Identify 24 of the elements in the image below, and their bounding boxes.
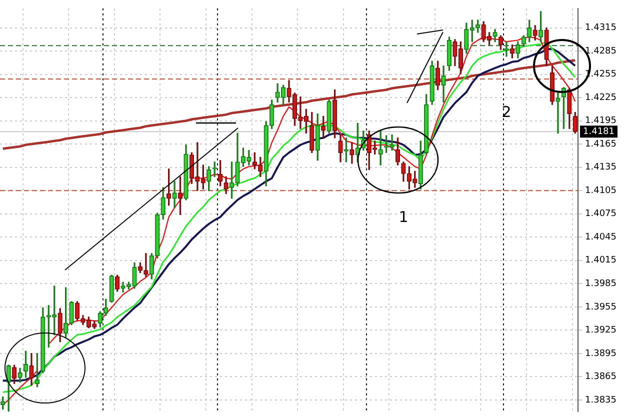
y-tick-label: 1.3895 xyxy=(585,348,616,359)
y-tick-label: 1.3865 xyxy=(585,372,616,382)
y-tick-label: 1.4015 xyxy=(585,256,616,266)
candlestick xyxy=(504,41,509,57)
y-tick-label: 1.3925 xyxy=(585,326,616,336)
y-tick-label: 1.4165 xyxy=(585,139,616,150)
y-tick-label: 1.4195 xyxy=(585,116,616,126)
y-tick-label: 1.3835 xyxy=(585,395,616,406)
candlestick xyxy=(144,253,148,278)
candlestick xyxy=(172,180,177,208)
y-tick-label: 1.4075 xyxy=(585,209,616,220)
y-tick-label: 1.4135 xyxy=(585,162,616,173)
y-tick-label: 1.4045 xyxy=(585,232,616,242)
ref-line-label: 1.4181 xyxy=(583,127,614,138)
y-tick-label: 1.4285 xyxy=(585,46,616,56)
annotation: 2 xyxy=(502,103,512,122)
y-tick-label: 1.4105 xyxy=(585,186,616,196)
y-tick-label: 1.3985 xyxy=(585,279,616,290)
y-tick-label: 1.4315 xyxy=(585,23,616,34)
annotation: 1 xyxy=(398,208,408,226)
candlestick xyxy=(378,130,383,166)
y-tick-label: 1.4225 xyxy=(585,92,616,103)
y-tick-label: 1.3955 xyxy=(585,302,616,312)
candlestick xyxy=(556,92,560,134)
